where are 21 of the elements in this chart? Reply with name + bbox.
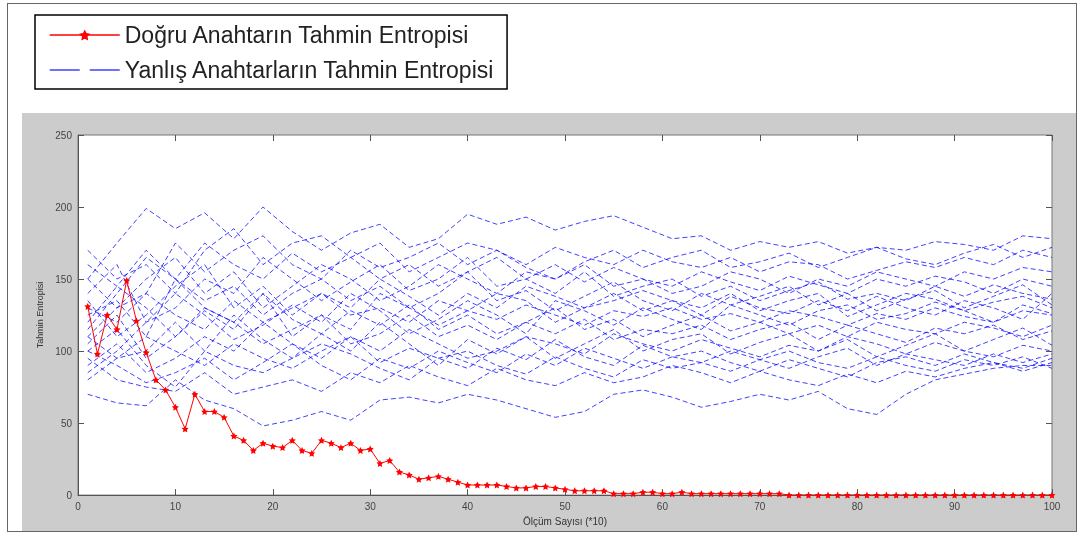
y-tick-label: 150: [55, 273, 73, 285]
x-tick-label: 100: [1043, 500, 1061, 512]
y-tick-label: 0: [66, 489, 73, 501]
x-tick-label: 60: [656, 500, 669, 512]
x-tick-label: 90: [949, 500, 961, 512]
x-tick-label: 80: [851, 500, 864, 512]
x-tick-label: 0: [75, 500, 82, 512]
x-tick-label: 30: [364, 500, 377, 512]
legend-label: Doğru Anahtarın Tahmin Entropisi: [124, 22, 469, 48]
x-axis-title: Ölçüm Sayısı (*10): [523, 515, 607, 527]
x-tick-label: 10: [169, 500, 182, 512]
y-tick-label: 50: [60, 417, 73, 429]
x-tick-label: 20: [267, 500, 279, 512]
y-tick-label: 100: [55, 345, 73, 357]
x-tick-label: 40: [462, 500, 474, 512]
y-tick-label: 200: [55, 201, 73, 213]
y-axis-title: Tahmin Entropisi: [34, 281, 45, 349]
y-tick-label: 250: [55, 129, 73, 141]
legend-label: Yanlış Anahtarların Tahmin Entropisi: [124, 57, 494, 83]
x-tick-label: 70: [754, 500, 766, 512]
x-tick-label: 50: [559, 500, 571, 512]
